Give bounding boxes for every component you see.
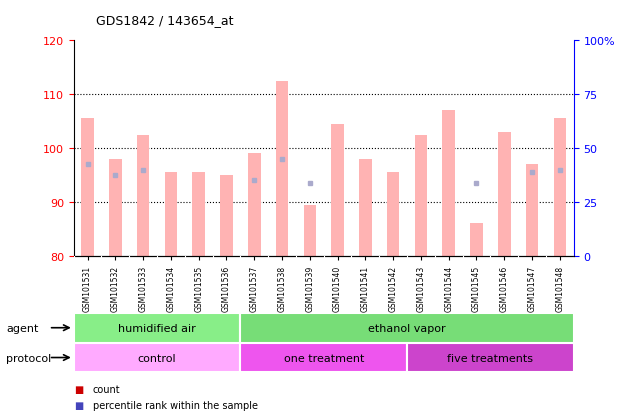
Bar <box>74 313 240 343</box>
Text: protocol: protocol <box>6 353 52 363</box>
Bar <box>470 224 483 256</box>
Bar <box>276 81 288 256</box>
Text: one treatment: one treatment <box>283 353 364 363</box>
Text: GDS1842 / 143654_at: GDS1842 / 143654_at <box>96 14 234 27</box>
Bar <box>81 119 94 256</box>
Bar <box>240 313 574 343</box>
Bar <box>248 154 260 256</box>
Text: humidified air: humidified air <box>118 323 196 333</box>
Bar <box>221 176 233 256</box>
Bar <box>109 159 122 256</box>
Bar <box>74 343 240 373</box>
Bar <box>526 165 538 256</box>
Text: count: count <box>93 384 121 394</box>
Bar <box>304 205 316 256</box>
Text: control: control <box>138 353 176 363</box>
Bar <box>240 343 407 373</box>
Text: agent: agent <box>6 323 39 333</box>
Bar <box>359 159 372 256</box>
Bar <box>331 124 344 256</box>
Bar <box>554 119 566 256</box>
Text: ■: ■ <box>74 384 83 394</box>
Bar <box>442 111 455 256</box>
Bar <box>498 133 510 256</box>
Bar <box>387 173 399 256</box>
Bar <box>407 343 574 373</box>
Text: percentile rank within the sample: percentile rank within the sample <box>93 400 258 410</box>
Text: ethanol vapor: ethanol vapor <box>368 323 446 333</box>
Bar <box>137 135 149 256</box>
Bar <box>165 173 177 256</box>
Bar <box>415 135 427 256</box>
Text: five treatments: five treatments <box>447 353 533 363</box>
Bar <box>192 173 205 256</box>
Text: ■: ■ <box>74 400 83 410</box>
